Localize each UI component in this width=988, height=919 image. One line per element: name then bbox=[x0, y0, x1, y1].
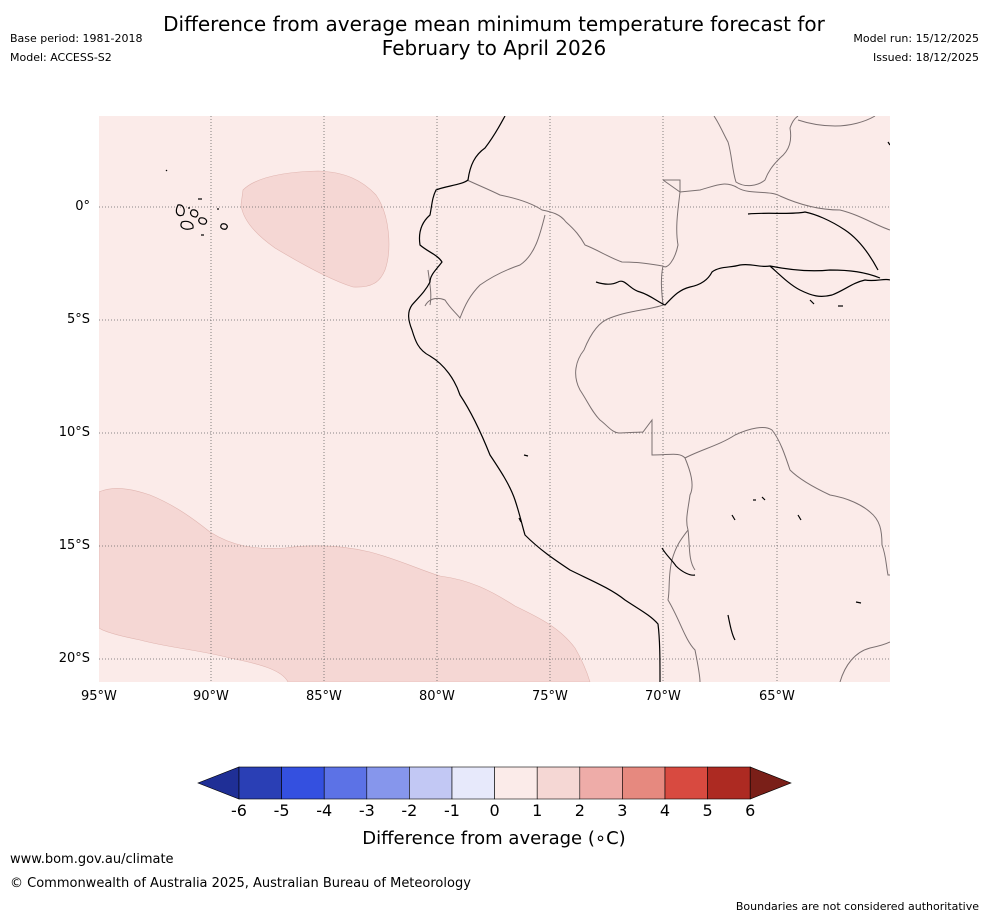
website-link[interactable]: www.bom.gov.au/climate bbox=[10, 852, 174, 867]
lat-label: 0° bbox=[75, 199, 90, 214]
colorbar-tick-label: 2 bbox=[574, 801, 585, 820]
copyright: © Commonwealth of Australia 2025, Austra… bbox=[10, 876, 471, 891]
lon-label: 75°W bbox=[532, 689, 568, 704]
colorbar-tick-label: -5 bbox=[273, 801, 290, 820]
model-run: Model run: 15/12/2025 bbox=[853, 32, 979, 45]
colorbar-tick-label: 1 bbox=[532, 801, 543, 820]
graticule bbox=[99, 116, 890, 682]
colorbar-tick-label: -1 bbox=[444, 801, 460, 820]
colorbar-tick-label: 0 bbox=[489, 801, 500, 820]
lat-label: 15°S bbox=[58, 538, 90, 553]
lat-label: 20°S bbox=[58, 651, 90, 666]
chart-title: Difference from average mean minimum tem… bbox=[0, 12, 988, 60]
issued-date: Issued: 18/12/2025 bbox=[872, 51, 979, 64]
colorbar-tick-label: -3 bbox=[358, 801, 375, 820]
lon-label: 80°W bbox=[419, 689, 455, 704]
lon-label: 95°W bbox=[81, 689, 117, 704]
colorbar-tick-label: 3 bbox=[617, 801, 628, 820]
colorbar-tick-label: 6 bbox=[745, 801, 756, 820]
country-borders bbox=[424, 116, 890, 682]
lon-label: 90°W bbox=[193, 689, 229, 704]
colorbar-tick-label: -6 bbox=[231, 801, 247, 820]
colorbar-tick-label: -4 bbox=[316, 801, 333, 820]
lon-label: 85°W bbox=[306, 689, 342, 704]
colorbar-tick-label: 4 bbox=[659, 801, 671, 820]
colorbar-tick-label: -2 bbox=[401, 801, 418, 820]
colorbar-title: Difference from average (∘C) bbox=[362, 828, 626, 849]
title-line-2: February to April 2026 bbox=[381, 36, 607, 60]
coastlines bbox=[165, 116, 890, 682]
disclaimer: Boundaries are not considered authoritat… bbox=[735, 900, 979, 913]
model-name: Model: ACCESS-S2 bbox=[10, 51, 112, 64]
colorbar-tick-label: 5 bbox=[702, 801, 713, 820]
title-line-1: Difference from average mean minimum tem… bbox=[163, 12, 825, 36]
anomaly-region-south bbox=[99, 488, 591, 682]
anomaly-region-north bbox=[240, 170, 390, 288]
lon-label: 70°W bbox=[645, 689, 681, 704]
lat-label: 5°S bbox=[66, 312, 90, 327]
base-period: Base period: 1981-2018 bbox=[10, 32, 143, 45]
lat-label: 10°S bbox=[58, 425, 90, 440]
lon-label: 65°W bbox=[759, 689, 795, 704]
